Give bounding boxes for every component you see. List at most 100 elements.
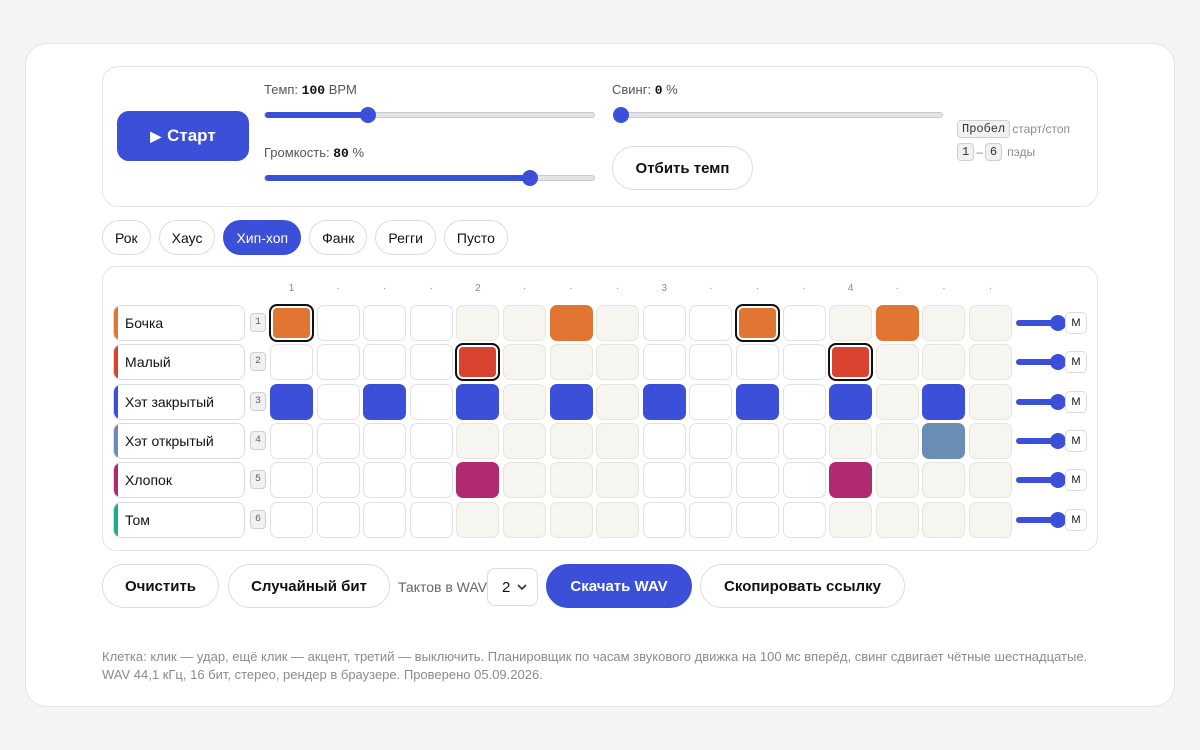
step-cell[interactable] [270,501,313,538]
step-cell[interactable] [689,305,733,341]
preset-0[interactable]: Рок [102,220,151,255]
track-name-2[interactable]: Малый [113,344,245,381]
step-cell[interactable] [689,344,733,381]
step-cell[interactable] [642,462,686,499]
track-volume-knob[interactable] [1050,393,1066,410]
step-cell[interactable] [922,422,966,459]
step-cell[interactable] [782,383,826,420]
track-mute-button[interactable]: M [1065,351,1087,374]
preset-4[interactable]: Регги [375,220,436,255]
step-cell[interactable] [270,422,313,459]
step-cell[interactable] [455,343,501,382]
step-cell[interactable] [642,501,686,538]
preset-1[interactable]: Хаус [158,220,216,255]
step-cell[interactable] [549,344,593,381]
step-cell[interactable] [642,305,686,341]
volume-slider-knob[interactable] [521,170,538,186]
step-cell[interactable] [269,304,314,342]
step-cell[interactable] [689,422,733,459]
tempo-slider[interactable] [264,107,595,123]
step-cell[interactable] [922,383,966,420]
step-cell[interactable] [969,383,1012,420]
step-cell[interactable] [689,501,733,538]
step-cell[interactable] [363,501,407,538]
track-name-3[interactable]: Хэт закрытый [113,383,245,420]
track-volume-slider[interactable] [1016,511,1066,528]
step-cell[interactable] [316,422,360,459]
step-cell[interactable] [503,462,546,499]
step-cell[interactable] [503,305,546,341]
step-cell[interactable] [736,383,779,420]
step-cell[interactable] [456,383,500,420]
step-cell[interactable] [875,383,919,420]
step-cell[interactable] [363,462,407,499]
step-cell[interactable] [363,344,407,381]
step-cell[interactable] [736,462,779,499]
preset-2[interactable]: Хип-хоп [223,220,302,255]
step-cell[interactable] [503,344,546,381]
volume-slider[interactable] [264,170,595,186]
step-cell[interactable] [270,462,313,499]
track-volume-knob[interactable] [1050,472,1066,489]
step-cell[interactable] [782,305,826,341]
step-cell[interactable] [363,305,407,341]
step-cell[interactable] [642,422,686,459]
step-cell[interactable] [829,501,873,538]
step-cell[interactable] [875,344,919,381]
step-cell[interactable] [736,422,779,459]
step-cell[interactable] [596,422,640,459]
step-cell[interactable] [270,383,313,420]
step-cell[interactable] [503,501,546,538]
tempo-slider-knob[interactable] [359,107,376,123]
step-cell[interactable] [689,462,733,499]
step-cell[interactable] [549,383,593,420]
copy-link-button[interactable]: Скопировать ссылку [700,564,905,608]
step-cell[interactable] [549,501,593,538]
step-cell[interactable] [409,383,453,420]
step-cell[interactable] [409,422,453,459]
track-volume-slider[interactable] [1016,472,1066,489]
preset-5[interactable]: Пусто [443,220,508,255]
step-cell[interactable] [782,422,826,459]
step-cell[interactable] [363,422,407,459]
step-cell[interactable] [875,305,919,341]
step-cell[interactable] [549,462,593,499]
track-mute-button[interactable]: M [1065,469,1087,492]
step-cell[interactable] [409,344,453,381]
track-volume-knob[interactable] [1050,511,1066,528]
step-cell[interactable] [409,501,453,538]
step-cell[interactable] [829,383,873,420]
step-cell[interactable] [969,501,1012,538]
step-cell[interactable] [642,344,686,381]
step-cell[interactable] [503,422,546,459]
track-mute-button[interactable]: M [1065,508,1087,531]
step-cell[interactable] [642,383,686,420]
swing-slider-knob[interactable] [613,107,629,123]
track-name-1[interactable]: Бочка [113,305,245,341]
random-beat-button[interactable]: Случайный бит [228,564,390,608]
step-cell[interactable] [736,501,779,538]
step-cell[interactable] [549,422,593,459]
step-cell[interactable] [969,305,1012,341]
step-cell[interactable] [456,305,500,341]
step-cell[interactable] [782,462,826,499]
step-cell[interactable] [596,501,640,538]
step-cell[interactable] [409,305,453,341]
step-cell[interactable] [456,501,500,538]
download-wav-button[interactable]: Скачать WAV [546,564,692,608]
start-button[interactable]: ▶ Старт [117,111,249,161]
swing-slider[interactable] [613,107,943,123]
step-cell[interactable] [782,344,826,381]
track-volume-slider[interactable] [1016,354,1066,371]
step-cell[interactable] [549,305,593,341]
step-cell[interactable] [456,422,500,459]
track-mute-button[interactable]: M [1065,312,1087,334]
step-cell[interactable] [969,344,1012,381]
step-cell[interactable] [922,305,966,341]
step-cell[interactable] [689,383,733,420]
step-cell[interactable] [875,501,919,538]
track-name-5[interactable]: Хлопок [113,462,245,499]
track-name-4[interactable]: Хэт открытый [113,422,245,459]
step-cell[interactable] [969,462,1012,499]
step-cell[interactable] [828,343,874,382]
